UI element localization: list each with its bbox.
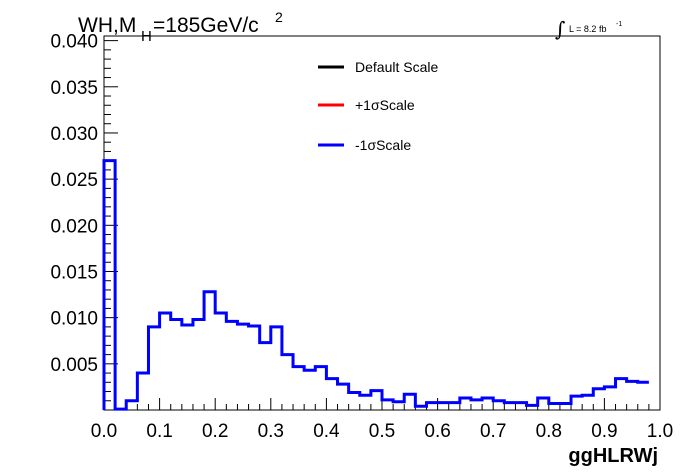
y-tick-label: 0.015 — [50, 262, 98, 283]
x-tick-label: 0.3 — [258, 421, 284, 442]
x-tick-label: 0.4 — [313, 421, 340, 442]
luminosity-label: ∫ L = 8.2 fb -1 — [555, 17, 622, 41]
legend-label-default: Default Scale — [355, 59, 438, 75]
integral-sign-icon: ∫ — [555, 17, 565, 41]
x-tick-label: 0.7 — [480, 421, 506, 442]
x-tick-label: 1.0 — [647, 421, 673, 442]
y-tick-label: 0.005 — [50, 355, 98, 376]
x-tick-label: 0.9 — [591, 421, 617, 442]
y-tick-label: 0.010 — [50, 309, 98, 330]
y-tick-label: 0.025 — [50, 170, 98, 191]
x-tick-label: 0.5 — [369, 421, 395, 442]
lumi-superscript: -1 — [616, 21, 622, 28]
legend: Default Scale +1σScale -1σScale — [318, 59, 438, 153]
x-tick-label: 0.0 — [91, 421, 117, 442]
x-axis: 0.0 0.1 0.2 0.3 0.4 0.5 0.6 0.7 0.8 0.9 1.0 — [91, 398, 673, 442]
title-main: WH,M — [78, 14, 136, 37]
chart-title: WH,M H =185GeV/c 2 — [78, 9, 283, 45]
y-tick-label: 0.035 — [50, 78, 98, 99]
y-tick-label: 0.030 — [50, 124, 98, 145]
y-tick-label: 0.020 — [50, 216, 98, 237]
x-tick-label: 0.1 — [146, 421, 172, 442]
x-tick-label: 0.2 — [202, 421, 228, 442]
title-value: =185GeV/c — [153, 14, 259, 37]
lumi-text: L = 8.2 fb — [569, 24, 606, 34]
x-tick-label: 0.6 — [424, 421, 450, 442]
legend-label-plus-sigma: +1σScale — [355, 97, 415, 113]
x-axis-label: ggHLRWj — [568, 445, 658, 467]
legend-label-minus-sigma: -1σScale — [355, 137, 411, 153]
y-axis: 0.005 0.010 0.015 0.020 0.025 0.030 0.035 0.040 — [50, 32, 118, 411]
x-tick-label: 0.8 — [536, 421, 562, 442]
series-minus-1-sigma-line — [102, 159, 649, 411]
y-tick-label: 0.040 — [50, 32, 98, 53]
title-superscript: 2 — [275, 9, 283, 25]
